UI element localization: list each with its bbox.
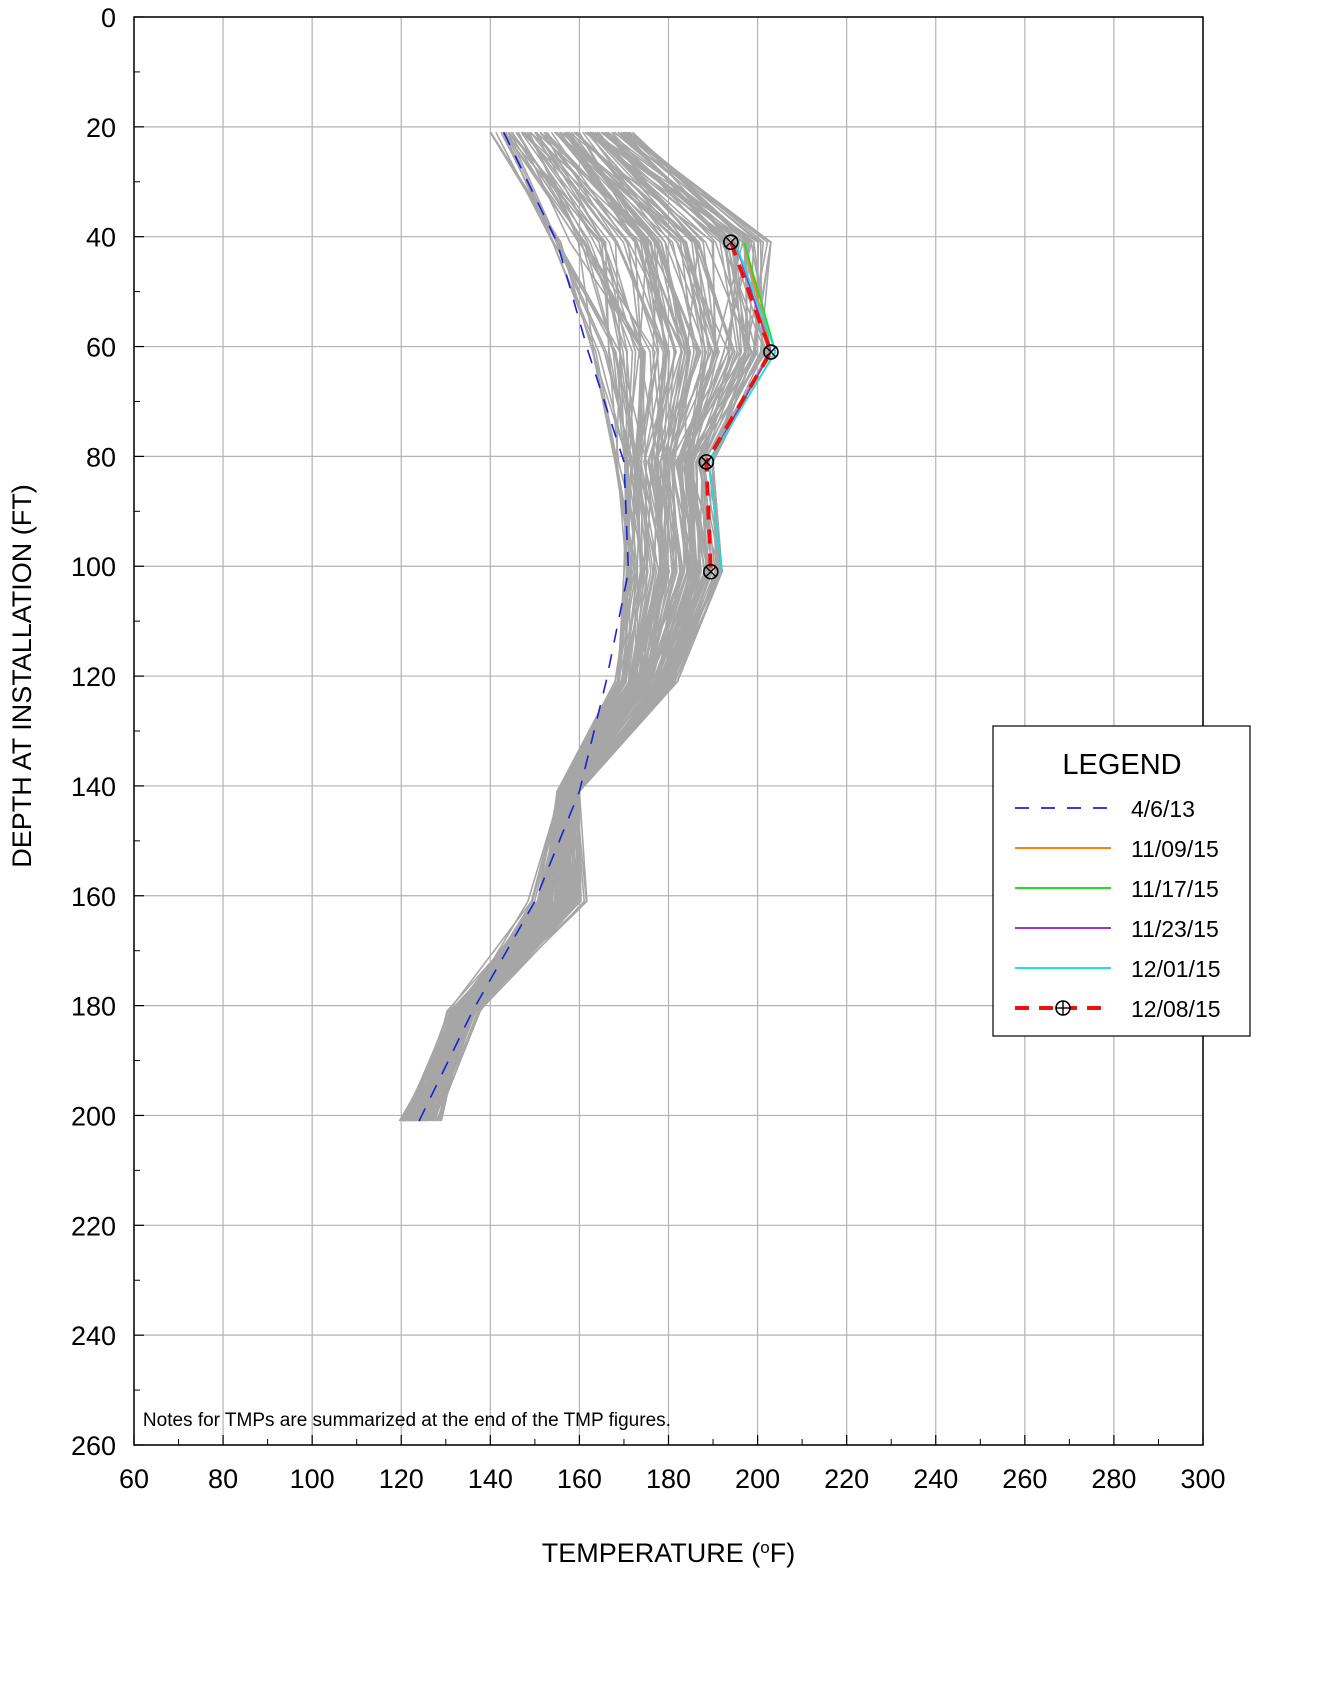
series-marker xyxy=(723,234,739,250)
legend-box xyxy=(992,725,1251,1037)
y-tick-label: 180 xyxy=(71,992,116,1022)
legend-label: 12/08/15 xyxy=(1131,996,1221,1022)
x-tick-label: 120 xyxy=(379,1464,424,1494)
background-series-line xyxy=(428,131,644,1122)
legend-item: 4/6/13 xyxy=(1015,796,1195,822)
background-series-line xyxy=(420,131,666,1122)
legend-item: 12/01/15 xyxy=(1015,956,1221,982)
y-tick-label: 220 xyxy=(71,1211,116,1241)
legend-label: 11/23/15 xyxy=(1131,916,1219,942)
background-series-line xyxy=(423,131,765,1122)
background-series-line xyxy=(414,131,667,1122)
legend-label: 11/17/15 xyxy=(1131,876,1219,902)
legend-label: 11/09/15 xyxy=(1131,836,1219,862)
x-axis-title: TEMPERATURE (oF) xyxy=(542,1538,795,1569)
series-line-12-01-15 xyxy=(707,241,777,572)
marker-circle xyxy=(703,563,719,580)
x-axis-title-end: F) xyxy=(770,1538,795,1568)
x-tick-label: 200 xyxy=(735,1464,780,1494)
background-series-line xyxy=(420,131,772,1122)
background-series-line xyxy=(406,131,658,1122)
x-tick-label: 300 xyxy=(1180,1464,1225,1494)
x-tick-label: 240 xyxy=(913,1464,958,1494)
x-tick-label: 100 xyxy=(290,1464,335,1494)
series-marker xyxy=(763,344,779,360)
y-tick-label: 160 xyxy=(71,882,116,912)
y-tick-label: 0 xyxy=(101,3,116,33)
legend-label: 12/01/15 xyxy=(1131,956,1221,982)
background-series-line xyxy=(409,131,772,1122)
x-tick-label: 220 xyxy=(824,1464,869,1494)
background-series-line xyxy=(421,131,642,1122)
x-axis-title-degree: o xyxy=(760,1538,769,1557)
legend-items: 4/6/13 11/09/15 11/17/15 11/23/15 12/01/15 12… xyxy=(1015,796,1221,1022)
x-axis-title-main: TEMPERATURE ( xyxy=(542,1538,761,1568)
marker-cross xyxy=(765,346,777,358)
background-series-line xyxy=(419,131,632,1122)
y-tick-label: 40 xyxy=(86,223,116,253)
y-tick-label: 20 xyxy=(86,113,116,143)
y-tick-label: 60 xyxy=(86,333,116,363)
legend-item: 11/23/15 xyxy=(1015,916,1219,942)
background-series-line xyxy=(405,131,634,1122)
x-tick-label: 60 xyxy=(119,1464,149,1494)
x-tick-label: 280 xyxy=(1091,1464,1136,1494)
background-series-group xyxy=(398,131,772,1122)
series-marker xyxy=(703,563,719,580)
background-series-line xyxy=(418,131,708,1122)
marker-circle xyxy=(763,344,779,360)
series-line-4-6-13 xyxy=(418,131,630,1122)
y-tick-label: 100 xyxy=(71,552,116,582)
axis-ticks: 60 80 100 120 140 160 180 200 220 240 260 280 300 0 20… xyxy=(71,3,1226,1494)
marker-circle xyxy=(723,234,739,250)
x-tick-label: 160 xyxy=(557,1464,602,1494)
y-tick-label: 200 xyxy=(71,1101,116,1131)
x-tick-label: 260 xyxy=(1002,1464,1047,1494)
figure-note: Notes for TMPs are summarized at the end… xyxy=(143,1410,671,1431)
legend-item: 12/08/15 xyxy=(1015,996,1221,1022)
legend-title: LEGEND xyxy=(1062,749,1181,781)
marker-cross xyxy=(705,566,717,578)
y-tick-label: 240 xyxy=(71,1321,116,1351)
series-marker xyxy=(698,454,715,470)
legend-label: 4/6/13 xyxy=(1131,796,1195,822)
marker-cross xyxy=(725,236,737,248)
y-tick-label: 140 xyxy=(71,772,116,802)
x-tick-label: 140 xyxy=(468,1464,513,1494)
background-series-line xyxy=(400,131,641,1122)
background-series-line xyxy=(407,131,628,1122)
legend-item: 11/17/15 xyxy=(1015,876,1219,902)
y-tick-label: 260 xyxy=(71,1431,116,1461)
y-tick-label: 80 xyxy=(86,442,116,472)
background-series-line xyxy=(421,131,748,1122)
legend: LEGEND 4/6/13 11/09/15 11/17/15 11/23/15 12/… xyxy=(992,725,1251,1037)
y-axis-title: DEPTH AT INSTALLATION (FT) xyxy=(7,484,37,868)
background-series-line xyxy=(440,131,772,1122)
x-tick-label: 80 xyxy=(208,1464,238,1494)
background-series-line xyxy=(421,131,630,1122)
background-series-line xyxy=(399,131,649,1122)
x-tick-label: 180 xyxy=(646,1464,691,1494)
legend-item: 11/09/15 xyxy=(1015,836,1219,862)
marker-circle xyxy=(698,454,715,470)
background-series-line xyxy=(436,131,720,1122)
highlight-series-group xyxy=(418,131,779,1122)
series-line-12-08-15 xyxy=(704,241,774,572)
marker-cross xyxy=(700,456,712,468)
y-tick-label: 120 xyxy=(71,662,116,692)
